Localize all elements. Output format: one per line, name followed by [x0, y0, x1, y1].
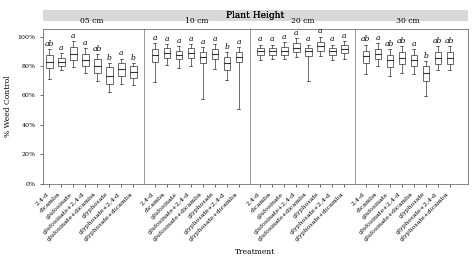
Text: a: a: [258, 35, 262, 43]
Bar: [82, 54, 89, 66]
Text: a: a: [342, 32, 346, 40]
Text: Plant Height: Plant Height: [227, 11, 285, 20]
Text: ab: ab: [93, 45, 102, 53]
Text: a: a: [152, 34, 157, 42]
Bar: [341, 46, 347, 54]
Text: Plant Height: Plant Height: [227, 11, 285, 20]
Text: b: b: [423, 52, 428, 60]
Text: b: b: [107, 54, 112, 62]
Text: ab: ab: [445, 37, 455, 45]
Text: a: a: [212, 35, 217, 43]
Bar: [447, 52, 453, 64]
Text: a: a: [189, 35, 193, 43]
Text: 10 cm: 10 cm: [185, 17, 209, 25]
Bar: [211, 49, 218, 59]
Text: a: a: [119, 49, 124, 57]
Text: a: a: [306, 35, 311, 43]
Bar: [257, 48, 264, 55]
Text: a: a: [177, 37, 181, 45]
Bar: [362, 50, 369, 63]
Bar: [398, 52, 405, 64]
Text: a: a: [270, 35, 275, 43]
Bar: [317, 42, 324, 50]
Text: 30 cm: 30 cm: [396, 17, 420, 25]
Bar: [94, 59, 101, 73]
Bar: [422, 66, 429, 81]
Text: 20 cm: 20 cm: [291, 17, 314, 25]
FancyBboxPatch shape: [43, 10, 468, 21]
Bar: [411, 55, 417, 66]
Bar: [70, 47, 76, 60]
Text: ab: ab: [433, 37, 443, 45]
Text: a: a: [59, 44, 64, 52]
Text: ab: ab: [385, 40, 395, 48]
Bar: [224, 57, 230, 70]
Bar: [187, 48, 194, 58]
Text: a: a: [165, 35, 169, 43]
Bar: [200, 52, 206, 63]
Bar: [164, 48, 170, 58]
Text: a: a: [201, 38, 205, 46]
Bar: [329, 48, 336, 55]
Text: a: a: [282, 33, 287, 41]
Bar: [293, 43, 300, 52]
Bar: [435, 52, 441, 64]
Y-axis label: % Weed Control: % Weed Control: [4, 76, 12, 137]
Bar: [118, 63, 125, 76]
Bar: [387, 55, 393, 67]
Text: 05 cm: 05 cm: [80, 17, 103, 25]
Text: ab: ab: [45, 40, 54, 48]
Text: ab: ab: [397, 37, 406, 45]
Bar: [269, 48, 276, 55]
Text: ab: ab: [361, 35, 371, 43]
Bar: [58, 58, 65, 66]
Bar: [375, 49, 381, 59]
Text: b: b: [224, 43, 229, 51]
Bar: [106, 68, 113, 84]
X-axis label: Treatment: Treatment: [236, 248, 276, 256]
Text: a: a: [71, 32, 76, 40]
Text: a: a: [330, 35, 335, 43]
Bar: [305, 48, 312, 56]
Bar: [236, 52, 242, 62]
Text: a: a: [318, 27, 322, 35]
Text: a: a: [236, 38, 241, 46]
Text: b: b: [131, 54, 136, 62]
Bar: [46, 55, 53, 68]
Bar: [130, 66, 136, 78]
Bar: [176, 50, 182, 59]
Bar: [152, 49, 158, 62]
Text: a: a: [412, 40, 416, 48]
Bar: [281, 47, 287, 55]
Text: a: a: [294, 29, 299, 37]
Text: a: a: [376, 34, 380, 42]
Text: a: a: [83, 39, 88, 47]
